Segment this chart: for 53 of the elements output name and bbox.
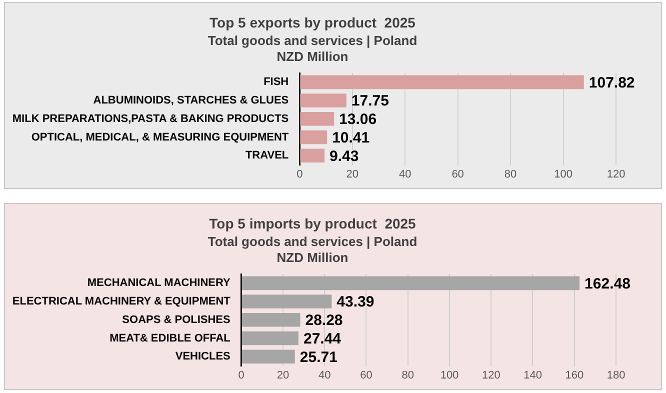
x-tick-label: 60 bbox=[452, 168, 464, 180]
x-tick-label: 120 bbox=[482, 369, 500, 382]
data-label: 25.71 bbox=[300, 348, 338, 366]
y-tick-label: OPTICAL, MEDICAL, & MEASURING EQUIPMENT bbox=[31, 131, 289, 144]
x-tick-label: 80 bbox=[402, 369, 414, 382]
y-tick-label: MILK PREPARATIONS,PASTA & BAKING PRODUCTS bbox=[12, 112, 289, 125]
chart-subtitle: Total goods and services | Poland bbox=[208, 234, 418, 250]
y-tick-label: MEAT& EDIBLE OFFAL bbox=[110, 332, 231, 344]
bar bbox=[300, 94, 346, 108]
data-label: 27.44 bbox=[303, 330, 342, 348]
y-tick-label: FISH bbox=[264, 76, 289, 88]
x-tick-label: 40 bbox=[318, 369, 331, 382]
bar bbox=[300, 130, 328, 144]
x-tick-label: 0 bbox=[296, 168, 303, 180]
x-tick-label: 120 bbox=[606, 168, 626, 180]
data-label: 13.06 bbox=[339, 111, 377, 128]
x-tick-label: 20 bbox=[276, 369, 290, 382]
bar bbox=[300, 112, 334, 126]
chart-subtitle: Total goods and services | Poland bbox=[208, 33, 418, 48]
data-label: 17.75 bbox=[351, 92, 389, 110]
data-label: 28.28 bbox=[305, 312, 343, 330]
data-label: 107.82 bbox=[588, 74, 635, 92]
bar bbox=[242, 331, 298, 346]
chart-title: Top 5 exports by product 2025 bbox=[210, 14, 416, 30]
bar bbox=[242, 313, 300, 327]
data-label: 10.41 bbox=[332, 129, 370, 146]
y-tick-label: SOAPS & POLISHES bbox=[122, 314, 230, 326]
bar bbox=[242, 276, 580, 290]
bar bbox=[300, 75, 584, 90]
y-tick-label: VEHICLES bbox=[175, 350, 230, 363]
data-label: 9.43 bbox=[329, 148, 359, 165]
chart-title: Top 5 imports by product 2025 bbox=[209, 215, 416, 232]
data-label: 43.39 bbox=[336, 294, 374, 311]
x-tick-label: 40 bbox=[398, 168, 412, 180]
x-tick-label: 100 bbox=[554, 168, 572, 180]
x-tick-label: 180 bbox=[606, 369, 626, 382]
y-tick-label: MECHANICAL MACHINERY bbox=[87, 277, 232, 290]
x-tick-label: 140 bbox=[524, 369, 542, 382]
x-tick-label: 0 bbox=[238, 369, 244, 382]
bar bbox=[300, 148, 324, 163]
bar bbox=[242, 350, 295, 364]
x-tick-label: 100 bbox=[440, 369, 459, 382]
y-tick-label: TRAVEL bbox=[245, 150, 289, 162]
x-tick-label: 60 bbox=[360, 369, 372, 382]
text: NZD Million bbox=[276, 250, 348, 265]
y-tick-label: ELECTRICAL MACHINERY & EQUIPMENT bbox=[12, 296, 231, 308]
x-tick-label: 80 bbox=[504, 168, 517, 180]
y-tick-label: ALBUMINOIDS, STARCHES & GLUES bbox=[93, 94, 289, 107]
text: NZD Million bbox=[276, 48, 348, 64]
x-tick-label: 160 bbox=[565, 369, 584, 382]
data-label: 162.48 bbox=[584, 275, 630, 292]
bar bbox=[242, 294, 332, 308]
x-tick-label: 20 bbox=[346, 168, 358, 180]
